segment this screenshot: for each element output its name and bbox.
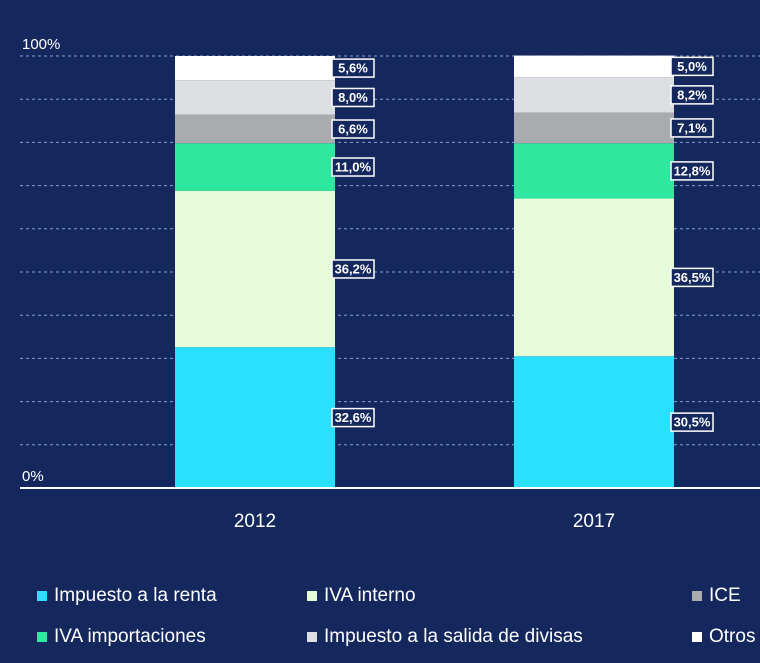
legend-label: ICE <box>709 585 741 606</box>
bar-segment <box>514 55 674 78</box>
legend-label: Impuesto a la salida de divisas <box>324 626 583 647</box>
label-box <box>331 259 375 279</box>
bar-segment <box>175 143 335 191</box>
bar-segment <box>175 114 335 144</box>
legend-swatch <box>37 591 47 601</box>
label-box <box>670 85 714 105</box>
bar-segment <box>175 190 335 348</box>
legend-label: IVA importaciones <box>54 626 206 647</box>
label-box <box>331 157 375 177</box>
bar-segment <box>175 347 335 488</box>
bar-segment <box>514 356 674 488</box>
value-label: 36,5% <box>674 270 711 285</box>
value-label: 30,5% <box>674 415 711 430</box>
legend-swatch <box>692 632 702 642</box>
y-tick-label: 0% <box>22 468 44 485</box>
legend-label: Otros <box>709 626 755 647</box>
legend-swatch <box>692 591 702 601</box>
legend-label: Impuesto a la renta <box>54 585 217 606</box>
label-box <box>331 87 375 108</box>
label-box <box>670 267 714 288</box>
value-label: 32,6% <box>335 410 372 425</box>
bar-segment <box>514 77 674 113</box>
label-box <box>670 56 714 77</box>
legend-swatch <box>307 632 317 642</box>
value-label: 8,0% <box>338 90 368 105</box>
value-label: 7,1% <box>677 120 707 135</box>
x-tick-label: 2012 <box>234 511 276 532</box>
y-tick-label: 100% <box>22 36 60 53</box>
bar-segment <box>514 143 674 199</box>
legend-swatch <box>307 591 317 601</box>
label-box <box>670 118 714 138</box>
x-tick-label: 2017 <box>573 511 615 532</box>
value-label: 12,8% <box>674 163 711 178</box>
label-box <box>331 58 375 78</box>
legend-label: IVA interno <box>324 585 416 606</box>
value-label: 8,2% <box>677 87 707 102</box>
value-label: 11,0% <box>335 159 372 174</box>
bar-segment <box>175 56 335 81</box>
label-box <box>331 407 375 428</box>
label-box <box>331 119 375 139</box>
legend-swatch <box>37 632 47 642</box>
value-label: 36,2% <box>335 261 372 276</box>
value-label: 5,6% <box>338 61 368 76</box>
bar-segment <box>514 198 674 357</box>
bar-segment <box>175 80 335 115</box>
label-box <box>670 412 714 432</box>
label-box <box>670 161 714 181</box>
bar-segment <box>514 112 674 144</box>
value-label: 6,6% <box>338 121 368 136</box>
value-label: 5,0% <box>677 59 707 74</box>
